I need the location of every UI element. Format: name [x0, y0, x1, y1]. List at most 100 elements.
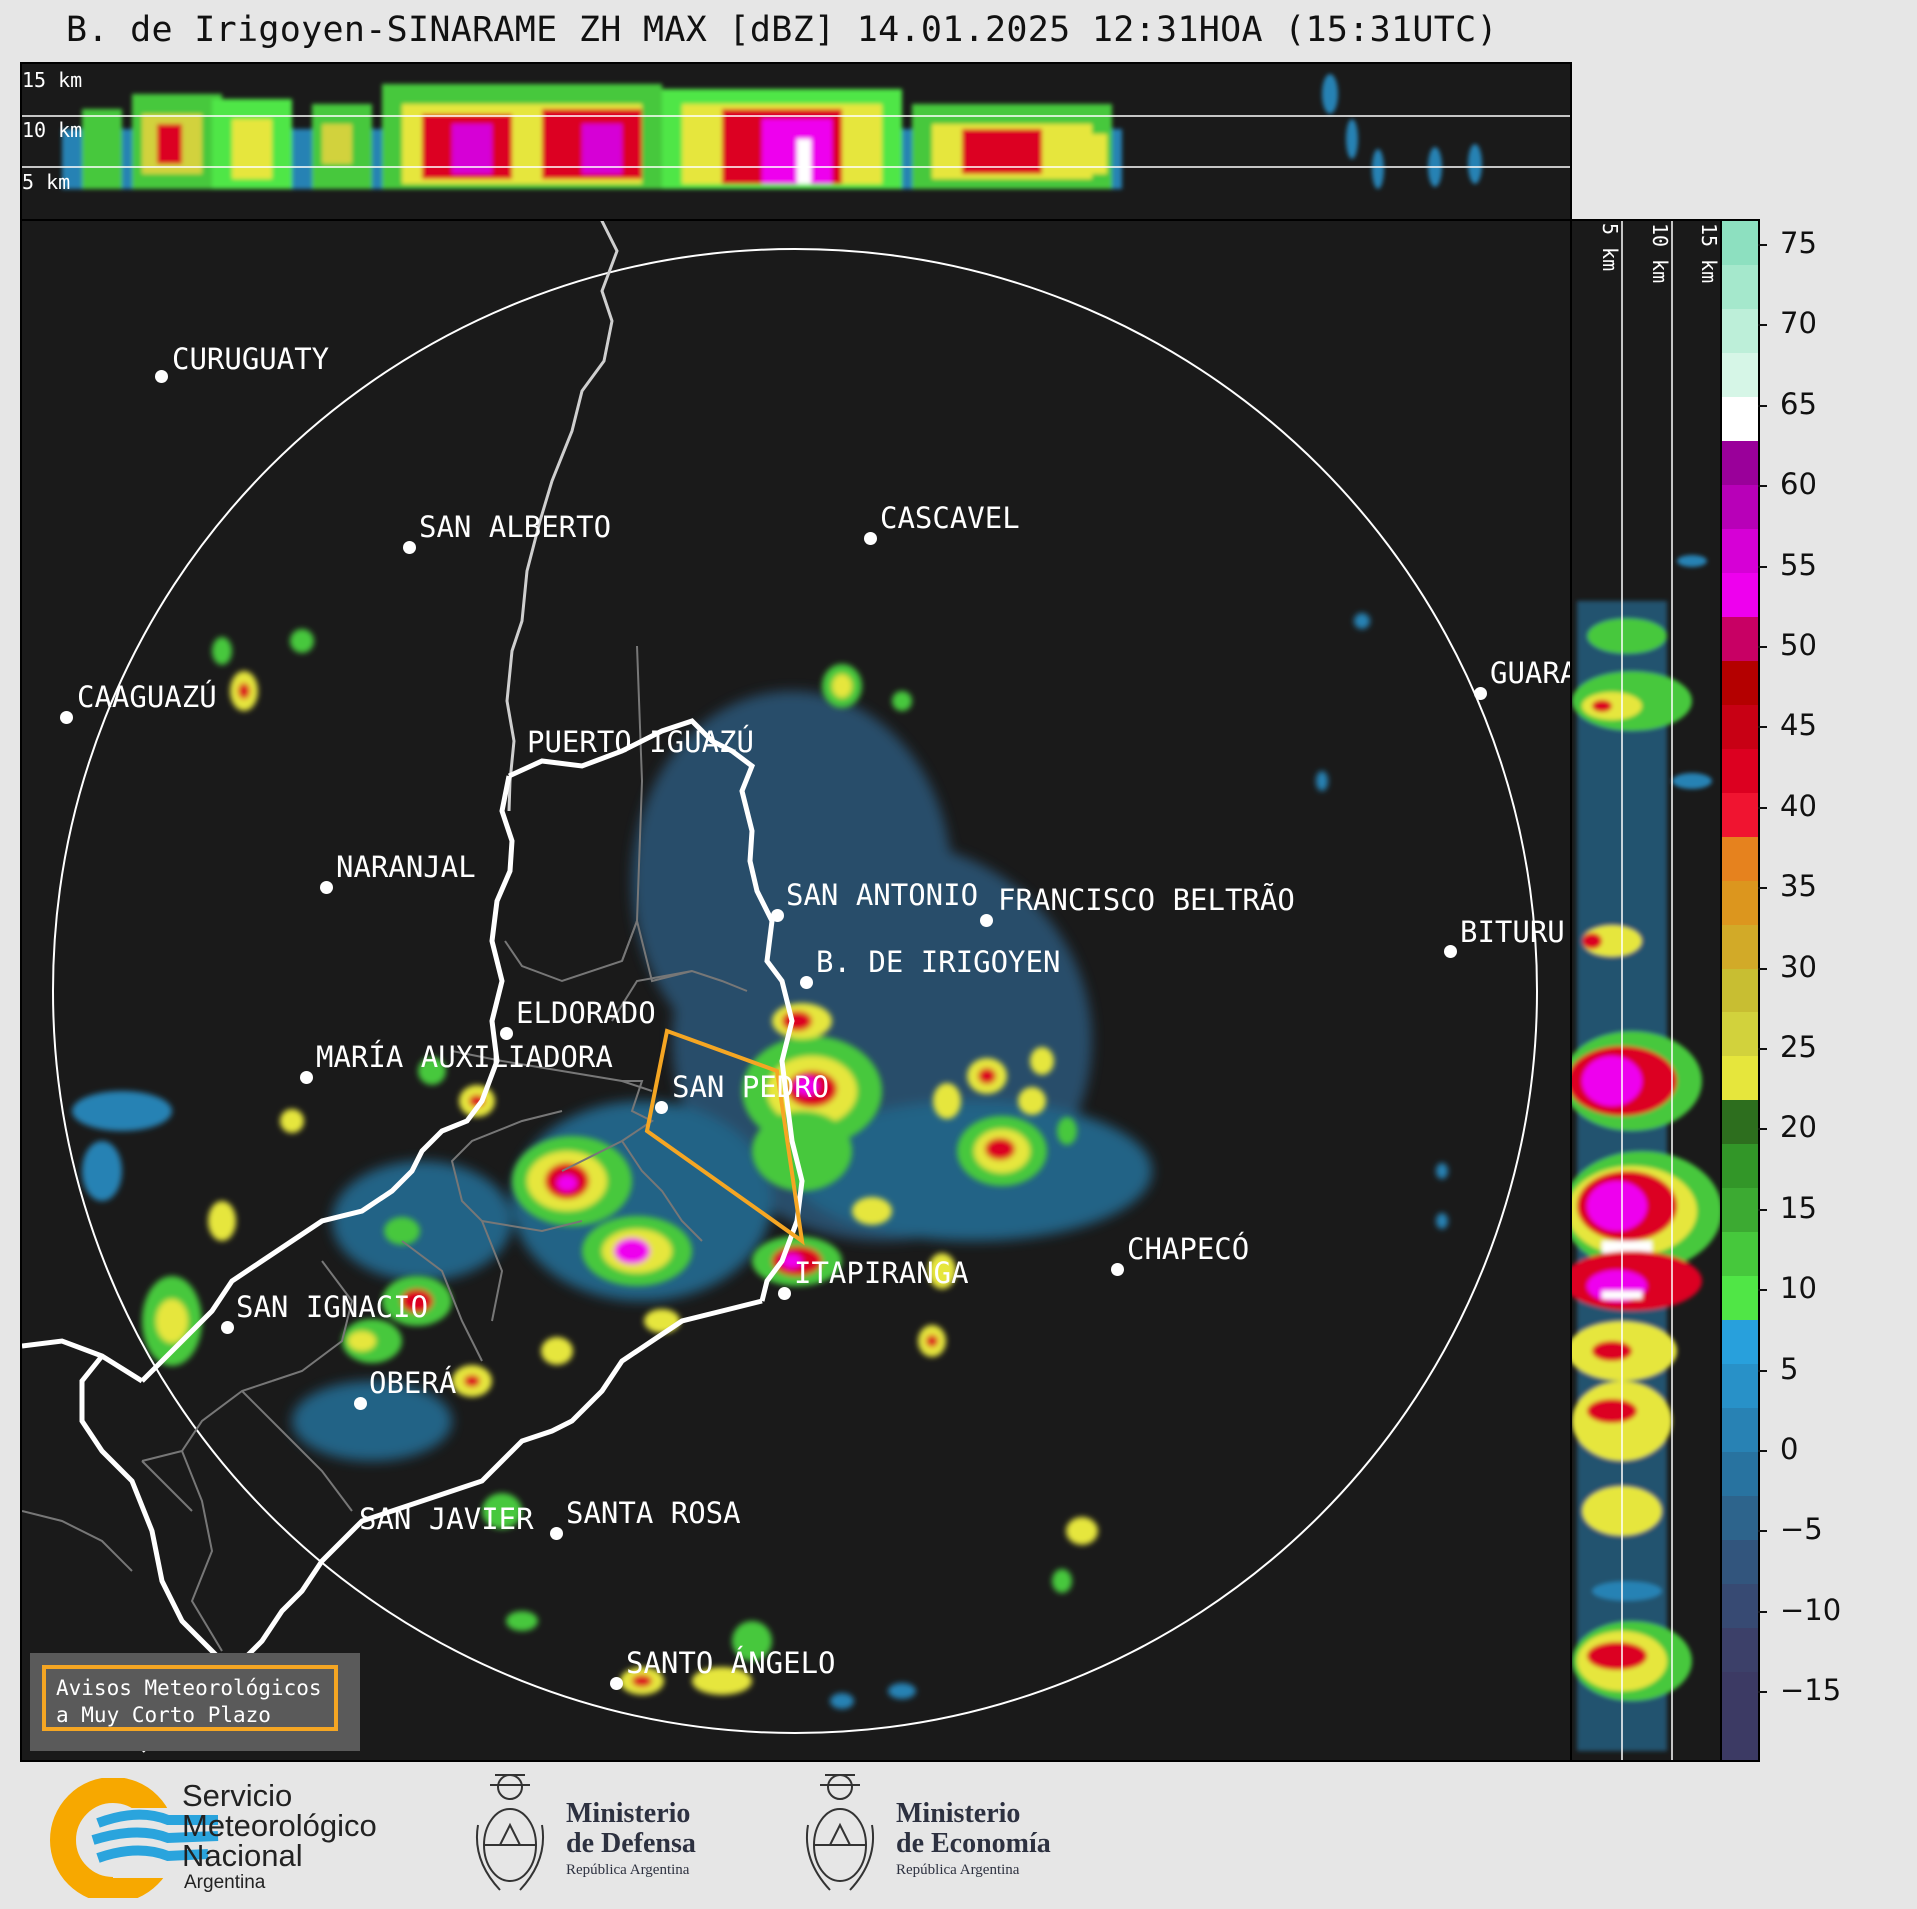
city-label-curuguaty: CURUGUATY: [172, 342, 330, 376]
colorbar-tick-label: −15: [1780, 1673, 1842, 1708]
colorbar-segment: [1722, 1496, 1758, 1542]
colorbar-tick-mark: [1758, 726, 1767, 729]
colorbar: [1720, 219, 1760, 1762]
city-dot-francisco-beltrao: [980, 914, 993, 927]
colorbar-tick-mark: [1758, 967, 1767, 970]
city-label-cascavel: CASCAVEL: [880, 501, 1020, 535]
colorbar-segment: [1722, 1628, 1758, 1674]
city-label-naranjal: NARANJAL: [336, 850, 476, 884]
city-label-itapiranga: ITAPIRANGA: [794, 1256, 969, 1290]
colorbar-tick-mark: [1758, 1048, 1767, 1050]
colorbar-segment: [1722, 1012, 1758, 1058]
colorbar-segment: [1722, 1320, 1758, 1366]
smn-logo-line3: Nacional: [182, 1838, 303, 1873]
colorbar-tick-mark: [1758, 565, 1767, 568]
city-label-san-pedro: SAN PEDRO: [672, 1070, 830, 1104]
city-dot-caaguazu: [60, 711, 73, 724]
colorbar-tick-label: 65: [1780, 386, 1817, 421]
colorbar-segment: [1722, 1584, 1758, 1630]
colorbar-tick-mark: [1758, 1691, 1767, 1694]
radar-ppi-map: CURUGUATY SAN ALBERTO CASCAVEL CAAGUAZÚ …: [20, 219, 1572, 1762]
colorbar-segment: [1722, 792, 1758, 838]
argentina-coat-of-arms-icon: [476, 1774, 544, 1891]
warning-polygon: [644, 1028, 805, 1246]
colorbar-segment: [1722, 836, 1758, 882]
colorbar-tick-mark: [1758, 244, 1767, 246]
city-label-obera: OBERÁ: [369, 1366, 457, 1400]
colorbar-segment: [1722, 221, 1758, 266]
department-borders: [22, 645, 748, 1652]
warning-legend-frame: Avisos Meteorológicos a Muy Corto Plazo: [42, 1665, 338, 1731]
colorbar-tick-label: 5: [1780, 1351, 1799, 1386]
colorbar-segment: [1722, 484, 1758, 530]
colorbar-tick-label: 45: [1780, 708, 1817, 743]
colorbar-segment: [1722, 1540, 1758, 1586]
city-label-caaguazu: CAAGUAZÚ: [77, 680, 217, 714]
city-dot-itapiranga: [778, 1287, 791, 1300]
colorbar-segment: [1722, 396, 1758, 442]
colorbar-tick-label: 40: [1780, 788, 1817, 823]
city-dot-b-de-irigoyen: [800, 976, 813, 989]
colorbar-segment: [1722, 1364, 1758, 1410]
colorbar-tick-mark: [1758, 806, 1767, 809]
colorbar-segment: [1722, 968, 1758, 1014]
colorbar-tick-mark: [1758, 404, 1767, 407]
city-dot-naranjal: [320, 881, 333, 894]
colorbar-tick-mark: [1758, 1450, 1767, 1452]
city-label-guara: GUARA: [1490, 656, 1572, 690]
colorbar-segment: [1722, 352, 1758, 398]
range-ring: [52, 248, 1538, 1734]
city-dot-cascavel: [864, 532, 877, 545]
height-label-5km: 5 km: [22, 170, 71, 194]
colorbar-segment: [1722, 1144, 1758, 1190]
smn-logo-line2: Meteorológico: [182, 1808, 377, 1843]
colorbar-segment: [1722, 924, 1758, 970]
colorbar-segment: [1722, 1672, 1758, 1718]
colorbar-tick-mark: [1758, 1208, 1767, 1211]
defensa-logo-line3: República Argentina: [566, 1862, 690, 1878]
colorbar-tick-mark: [1758, 887, 1767, 890]
city-label-francisco-beltrao: FRANCISCO BELTRÃO: [998, 883, 1295, 917]
city-label-b-de-irigoyen: B. DE IRIGOYEN: [816, 945, 1061, 979]
colorbar-tick-label: 0: [1780, 1432, 1799, 1466]
city-dot-san-ignacio: [221, 1321, 234, 1334]
city-label-puerto-iguazu: PUERTO IGUAZÚ: [527, 725, 754, 759]
country-border: [505, 221, 619, 812]
warning-legend-line1: Avisos Meteorológicos: [56, 1676, 322, 1700]
city-dot-maria-auxiliadora: [300, 1071, 313, 1084]
colorbar-tick-label: 70: [1780, 306, 1817, 341]
colorbar-segment: [1722, 748, 1758, 794]
colorbar-tick-mark: [1758, 1530, 1767, 1533]
side-height-label-5km: 5 km: [1598, 223, 1622, 272]
colorbar-tick-label: 20: [1780, 1110, 1817, 1145]
colorbar-tick-mark: [1758, 324, 1767, 327]
colorbar-segment: [1722, 1100, 1758, 1146]
smn-logo-line1: Servicio: [182, 1778, 293, 1813]
city-dot-san-pedro: [655, 1101, 668, 1114]
colorbar-tick-label: 55: [1780, 547, 1817, 582]
city-label-bituru: BITURU: [1460, 915, 1565, 949]
colorbar-segment: [1722, 1276, 1758, 1322]
colorbar-segment: [1722, 308, 1758, 354]
city-dot-san-alberto: [403, 541, 416, 554]
city-dot-guara: [1474, 687, 1487, 700]
economia-logo-line3: República Argentina: [896, 1862, 1020, 1878]
city-label-san-alberto: SAN ALBERTO: [419, 510, 612, 544]
colorbar-segment: [1722, 264, 1758, 310]
colorbar-segment: [1722, 1188, 1758, 1234]
colorbar-segment: [1722, 616, 1758, 662]
colorbar-tick-label: 30: [1780, 949, 1817, 984]
city-label-san-javier: SAN JAVIER: [359, 1502, 534, 1536]
footer-logos: Servicio Meteorológico Nacional Argentin…: [0, 1760, 1917, 1909]
warning-legend-line2: a Muy Corto Plazo: [56, 1703, 271, 1727]
colorbar-tick-label: −5: [1780, 1512, 1823, 1547]
city-dot-santa-rosa: [550, 1527, 563, 1540]
city-dot-san-antonio: [771, 909, 784, 922]
colorbar-tick-mark: [1758, 646, 1767, 648]
side-height-label-10km: 10 km: [1648, 223, 1672, 284]
city-dot-chapeco: [1111, 1263, 1124, 1276]
colorbar-tick-mark: [1758, 1610, 1767, 1613]
city-dot-obera: [354, 1397, 367, 1410]
warning-legend: Avisos Meteorológicos a Muy Corto Plazo: [30, 1653, 360, 1751]
colorbar-tick-label: 75: [1780, 226, 1817, 260]
